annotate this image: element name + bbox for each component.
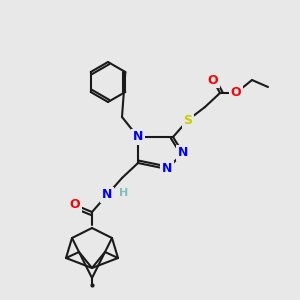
Text: N: N [133, 130, 143, 143]
Text: N: N [178, 146, 188, 160]
Text: H: H [119, 188, 128, 198]
Text: O: O [231, 86, 241, 100]
Text: N: N [102, 188, 112, 202]
Text: N: N [162, 163, 172, 176]
Text: O: O [208, 74, 218, 86]
Text: O: O [70, 199, 80, 212]
Text: S: S [184, 113, 193, 127]
